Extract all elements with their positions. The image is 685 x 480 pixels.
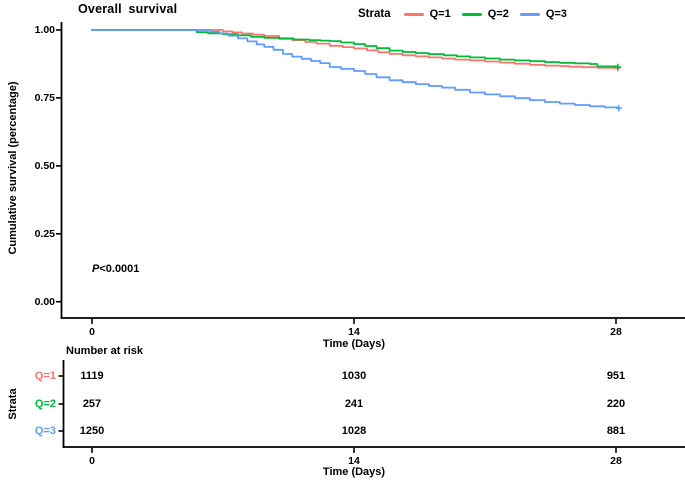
risk-count-q2-d14: 241 [344,397,364,410]
risk-row-ticks [58,375,63,432]
x-axis-label: Time (Days) [322,338,386,350]
risk-x-ticks [91,447,617,453]
main-x-ticks [91,318,617,324]
km-curves-group [91,29,623,112]
main-y-ticks [56,29,61,303]
y-tick-075: 0.75 [34,91,55,104]
y-tick-025: 0.25 [34,227,55,240]
risk-count-q1-d0: 1119 [80,369,104,382]
y-tick-000: 0.00 [34,295,55,308]
risk-x-tick-0: 0 [89,455,95,467]
risk-count-q1-d28: 951 [606,369,626,382]
y-tick-100: 1.00 [34,24,55,36]
censor-mark-q2 [614,63,622,71]
legend-title: Strata [358,8,391,20]
km-curve-q1 [91,29,619,69]
km-curve-q3 [91,29,620,110]
censor-mark-q3 [615,105,623,112]
legend-entry-q1: Q=1 [403,8,451,20]
legend-label-q1: Q=1 [429,8,451,20]
q1-line-swatch-icon [403,12,424,16]
x-tick-14: 14 [348,326,360,338]
risk-count-q3-d14: 1028 [341,424,367,437]
p-value-text: <0.0001 [99,263,140,275]
risk-row-label-q2: Q=2 [34,397,56,410]
risk-x-tick-28: 28 [610,455,622,467]
q3-line-swatch-icon [519,12,540,16]
p-symbol: P [92,263,100,275]
y-axis-label: Cumulative survival (percentage) [7,81,19,255]
legend: Strata Q=1 Q=2 Q=3 [358,6,567,22]
legend-entry-q2: Q=2 [461,8,509,20]
q2-line-swatch-icon [461,12,482,16]
risk-table-header: Number at risk [66,345,144,357]
risk-count-q3-d0: 1250 [79,424,105,437]
risk-count-q3-d28: 881 [606,424,626,437]
legend-entry-q3: Q=3 [519,8,567,20]
legend-label-q3: Q=3 [545,8,567,20]
plot-title: Overall survival [78,2,178,16]
risk-row-label-q3: Q=3 [34,424,56,437]
risk-count-q2-d0: 257 [82,397,102,410]
risk-row-label-q1: Q=1 [34,369,56,382]
y-tick-050: 0.50 [34,159,55,172]
risk-x-tick-14: 14 [348,455,360,467]
x-tick-28: 28 [610,326,622,338]
p-value-annotation: P<0.0001 [92,263,139,275]
risk-count-q1-d14: 1030 [341,369,367,382]
legend-label-q2: Q=2 [487,8,509,20]
x-tick-0: 0 [89,326,95,338]
risk-x-axis-label: Time (Days) [322,466,386,478]
risk-count-q2-d28: 220 [606,397,626,410]
km-curve-q2 [91,29,619,68]
